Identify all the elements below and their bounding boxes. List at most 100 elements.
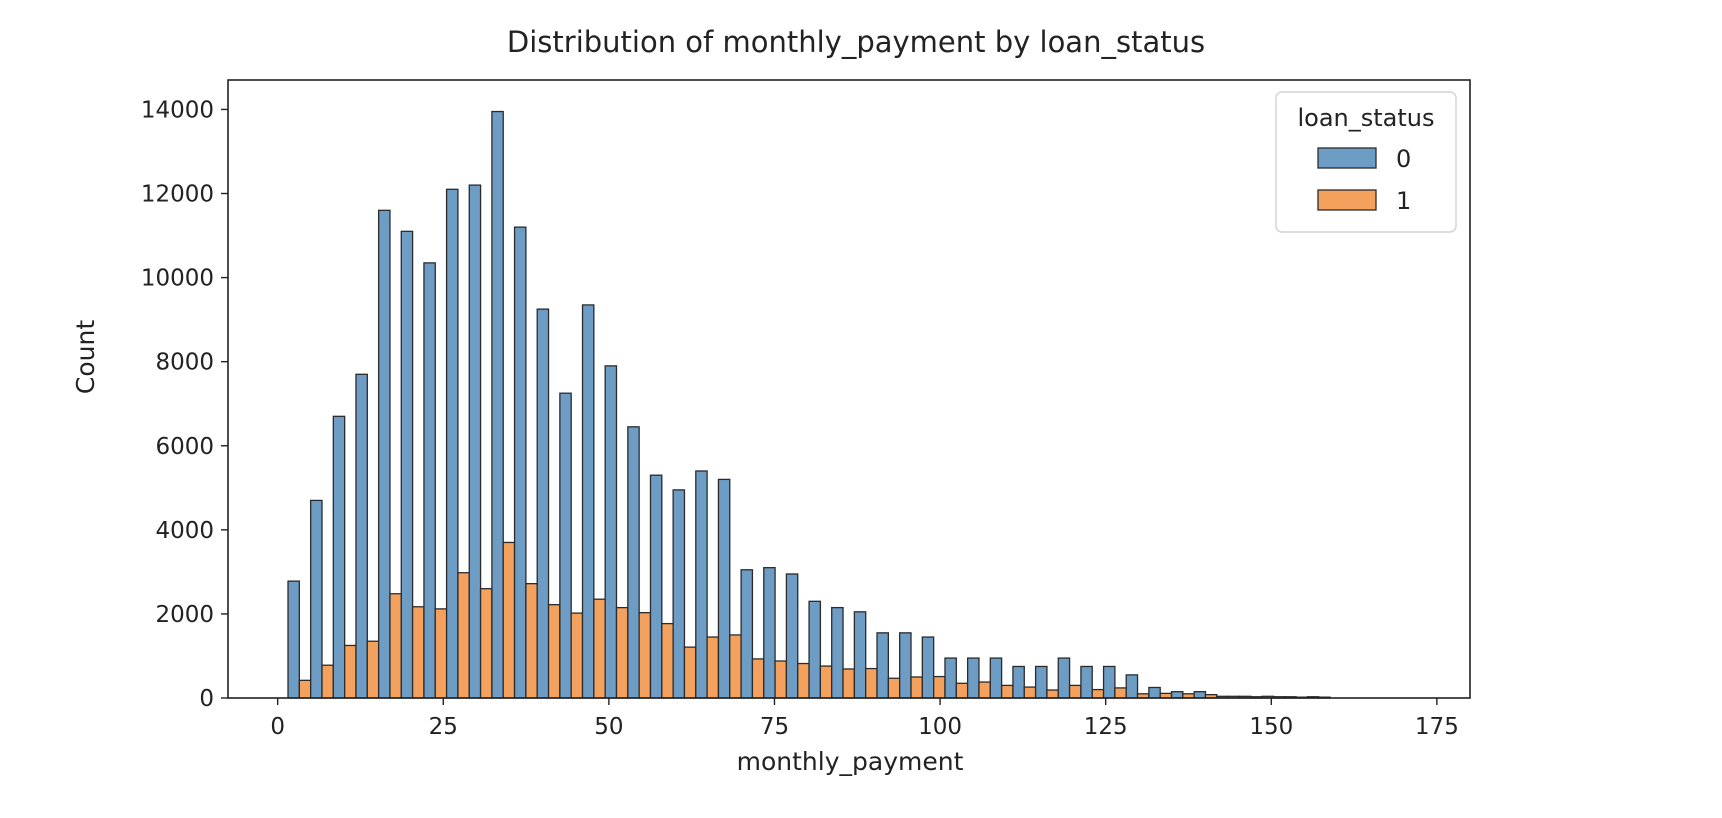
bar-series-1-bin-20: [751, 658, 765, 699]
plot-frame: [227, 79, 1471, 699]
bar-series-1-bin-24: [842, 668, 856, 699]
x-tick-label: 0: [270, 714, 285, 740]
bar-series-0-bin-14: [604, 365, 618, 699]
bar-series-0-bin-36: [1102, 665, 1116, 699]
bar-series-0-bin-8: [468, 184, 482, 699]
bar-series-1-bin-31: [1000, 684, 1014, 699]
bar-series-1-bin-13: [593, 598, 606, 699]
bar-series-0-bin-25: [853, 611, 867, 699]
bar-series-0-bin-20: [740, 569, 754, 699]
bar-series-1-bin-0: [298, 679, 312, 699]
bar-series-0-bin-26: [876, 632, 890, 699]
bar-series-1-bin-18: [706, 636, 720, 699]
x-tick-label: 125: [1084, 714, 1128, 740]
y-tick-label: 6000: [155, 434, 214, 460]
bar-series-1-bin-8: [479, 588, 493, 699]
legend: loan_status 0 1: [1275, 91, 1457, 233]
bar-series-1-bin-30: [978, 681, 991, 699]
bar-series-1-bin-35: [1091, 688, 1105, 699]
y-tick-label: 10000: [141, 266, 214, 292]
bar-series-1-bin-21: [774, 660, 788, 699]
bar-series-1-bin-1: [321, 664, 334, 699]
bar-series-1-bin-23: [819, 665, 833, 699]
bar-series-1-bin-17: [683, 646, 697, 699]
bar-series-0-bin-0: [287, 580, 300, 699]
bar-series-0-bin-24: [831, 606, 844, 699]
bar-series-0-bin-1: [310, 499, 323, 699]
bar-series-1-bin-2: [343, 644, 357, 699]
y-axis-label: Count: [71, 320, 100, 394]
bar-series-0-bin-23: [808, 600, 822, 699]
bar-series-0-bin-30: [966, 657, 980, 699]
bar-series-0-bin-17: [672, 489, 686, 699]
bar-series-1-bin-22: [797, 662, 810, 699]
bar-series-1-bin-11: [547, 604, 561, 699]
legend-title: loan_status: [1297, 104, 1434, 132]
bar-series-0-bin-5: [400, 230, 414, 699]
bar-series-1-bin-15: [638, 612, 652, 699]
bar-series-0-bin-38: [1148, 686, 1161, 699]
chart-title: Distribution of monthly_payment by loan_…: [507, 25, 1205, 59]
bar-series-0-bin-13: [581, 304, 595, 699]
bar-series-1-bin-6: [434, 608, 448, 699]
bar-series-1-bin-29: [955, 682, 969, 699]
x-tick-label: 75: [760, 714, 789, 740]
bar-series-1-bin-28: [933, 675, 946, 699]
x-tick-label: 150: [1249, 714, 1293, 740]
legend-label-0: 0: [1396, 145, 1411, 173]
bar-series-1-bin-33: [1046, 689, 1059, 699]
x-axis-label: monthly_payment: [737, 747, 964, 776]
y-tick-label: 0: [199, 686, 214, 712]
bar-series-0-bin-32: [1012, 665, 1025, 699]
bar-series-0-bin-28: [921, 636, 935, 699]
bar-series-0-bin-7: [445, 188, 459, 699]
bar-series-1-bin-4: [389, 593, 402, 699]
bar-series-1-bin-10: [525, 583, 538, 699]
bar-series-1-bin-34: [1068, 684, 1082, 699]
x-tick-label: 25: [429, 714, 458, 740]
bar-series-1-bin-26: [887, 677, 901, 699]
y-tick-label: 4000: [155, 518, 214, 544]
bar-series-0-bin-39: [1170, 691, 1184, 699]
legend-label-1: 1: [1396, 187, 1411, 215]
bar-series-0-bin-27: [899, 632, 912, 699]
y-tick-label: 2000: [155, 602, 214, 628]
x-tick-label: 100: [918, 714, 962, 740]
bar-series-0-bin-15: [627, 426, 640, 699]
bar-series-0-bin-18: [695, 470, 708, 699]
bar-series-0-bin-33: [1034, 665, 1048, 699]
bar-series-0-bin-4: [377, 209, 391, 699]
bar-series-0-bin-34: [1057, 657, 1071, 699]
bar-series-1-bin-16: [661, 622, 674, 699]
y-tick-label: 14000: [141, 97, 214, 123]
bar-series-0-bin-40: [1193, 691, 1207, 699]
legend-swatch-0: [1317, 147, 1377, 169]
bar-series-0-bin-2: [332, 415, 346, 699]
bar-series-1-bin-27: [910, 676, 923, 699]
bar-series-0-bin-12: [559, 392, 572, 699]
bar-series-1-bin-36: [1114, 687, 1127, 699]
bar-series-0-bin-10: [513, 226, 527, 699]
bar-series-1-bin-5: [411, 606, 425, 699]
bar-series-0-bin-16: [649, 474, 663, 699]
bar-series-1-bin-25: [865, 667, 878, 699]
axes-layer: [227, 79, 1471, 699]
bar-series-0-bin-6: [423, 262, 436, 699]
bar-series-0-bin-29: [944, 657, 957, 699]
y-tick-label: 12000: [141, 182, 214, 208]
bar-series-0-bin-37: [1125, 674, 1139, 699]
bar-series-1-bin-14: [615, 606, 629, 699]
y-tick-label: 8000: [155, 350, 214, 376]
bar-series-1-bin-7: [457, 572, 470, 699]
bar-series-1-bin-19: [729, 634, 742, 699]
bar-series-0-bin-21: [763, 567, 776, 699]
bar-series-1-bin-9: [502, 541, 516, 699]
bar-series-1-bin-32: [1023, 686, 1037, 699]
bar-series-0-bin-3: [355, 373, 368, 699]
bar-series-0-bin-22: [785, 573, 799, 699]
bar-series-0-bin-31: [989, 657, 1003, 699]
bar-series-0-bin-11: [536, 308, 550, 699]
x-tick-label: 50: [594, 714, 623, 740]
